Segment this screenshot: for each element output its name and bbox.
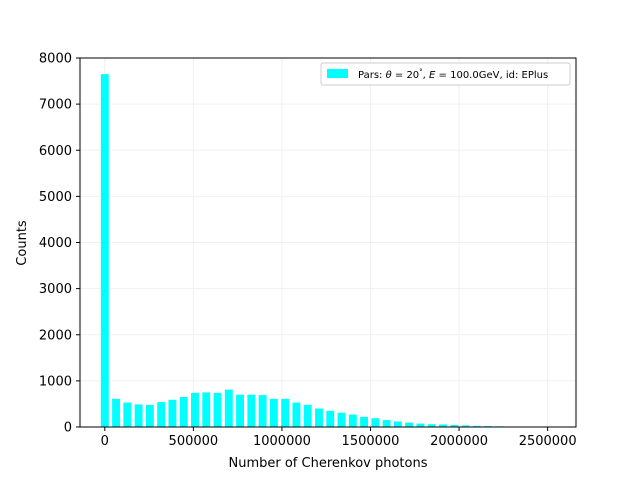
y-tick-label: 0 [64, 421, 72, 436]
histogram-bar [157, 402, 166, 427]
histogram-bar [292, 402, 301, 427]
y-tick-label: 3000 [39, 282, 72, 297]
x-tick-label: 1000000 [253, 434, 311, 449]
histogram-bar [100, 74, 109, 428]
x-tick-label: 2500000 [519, 434, 577, 449]
x-tick-label: 0 [101, 434, 109, 449]
y-axis-label: Counts [15, 220, 30, 266]
legend-entry: Pars: θ = 20°, E = 100.0GeV, id: EPlus [358, 68, 548, 81]
histogram-bar [303, 404, 312, 427]
histogram-bar [326, 410, 335, 427]
y-tick-label: 4000 [39, 236, 72, 251]
y-tick-label: 1000 [39, 374, 72, 389]
histogram-bar [348, 414, 357, 427]
histogram-bar [315, 408, 323, 427]
legend-box [320, 62, 571, 86]
histogram-bar [461, 425, 470, 427]
histogram-bar [450, 424, 459, 427]
y-tick-label: 6000 [39, 144, 72, 159]
bars [100, 74, 560, 428]
histogram-bar [427, 424, 436, 427]
histogram-bar [179, 397, 188, 427]
x-axis-ticks: 0 500000 1000000 1500000 2000000 2500000 [101, 427, 577, 449]
histogram-bar [405, 422, 414, 427]
histogram-bar [134, 404, 143, 427]
histogram-bar [224, 389, 233, 427]
histogram-bar [393, 421, 402, 427]
histogram-bar [202, 392, 211, 427]
histogram-bar [145, 404, 154, 427]
histogram-bar [382, 420, 391, 427]
histogram-bar [168, 399, 177, 427]
histogram-bar [123, 402, 132, 427]
histogram-bar [236, 394, 245, 427]
x-axis-label: Number of Cherenkov photons [229, 456, 428, 471]
histogram-bar [416, 423, 425, 427]
x-tick-label: 2000000 [430, 434, 488, 449]
histogram-bar [439, 424, 447, 427]
y-tick-label: 2000 [39, 328, 72, 343]
legend: Pars: θ = 20°, E = 100.0GeV, id: EPlus [320, 62, 571, 86]
y-axis-ticks: 0 1000 2000 3000 4000 5000 6000 7000 8000 [39, 52, 80, 436]
legend-swatch [327, 69, 348, 78]
histogram-bar [258, 395, 267, 427]
histogram-bar [371, 418, 380, 427]
y-tick-label: 8000 [39, 52, 72, 67]
histogram-bar [472, 425, 481, 427]
x-tick-label: 1500000 [342, 434, 400, 449]
y-tick-label: 7000 [39, 98, 72, 113]
histogram-bar [191, 392, 199, 427]
x-tick-label: 500000 [169, 434, 219, 449]
histogram-bar [269, 398, 278, 427]
histogram-bar [337, 412, 346, 427]
histogram-bar [281, 398, 290, 427]
histogram-bar [360, 416, 369, 427]
y-tick-label: 5000 [39, 190, 72, 205]
histogram-bar [112, 398, 121, 427]
histogram-bar [247, 394, 256, 427]
histogram-bar [213, 392, 222, 427]
